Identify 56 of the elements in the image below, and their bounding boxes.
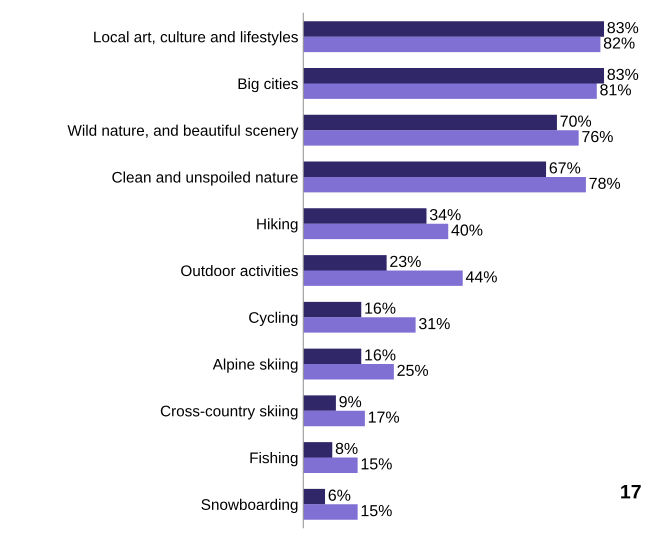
bar (303, 83, 597, 99)
data-label: 23% (390, 256, 421, 268)
data-label: 25% (397, 364, 428, 376)
y-tick-label: Hiking (257, 218, 298, 232)
data-label: 40% (451, 224, 482, 236)
bar (303, 317, 416, 333)
y-tick-label: Fishing (250, 452, 298, 466)
data-label: 78% (590, 178, 620, 189)
bar (303, 302, 362, 318)
data-label: 67% (550, 162, 580, 174)
y-tick-label: Big cities (238, 78, 298, 92)
text: 17 (621, 484, 641, 498)
y-tick-label: Snowboarding (201, 498, 298, 513)
data-label: 76% (582, 130, 613, 142)
y-tick-label: Wild nature, and beautiful scenery (68, 124, 298, 139)
data-label: 82% (604, 37, 635, 49)
data-label: 83% (608, 22, 638, 34)
bar (303, 348, 362, 364)
y-tick-label: Local art, culture and lifestyles (94, 31, 298, 46)
bar (303, 458, 358, 473)
data-label: 15% (362, 505, 392, 516)
data-label: 31% (419, 318, 450, 330)
bar (303, 488, 326, 504)
bar (303, 410, 365, 426)
data-label: 15% (362, 458, 392, 470)
bar (303, 36, 600, 52)
data-label: 8% (336, 442, 358, 454)
bar (303, 255, 387, 270)
bar (303, 442, 332, 458)
bar (303, 176, 586, 192)
y-tick-label: Alpine skiing (212, 358, 298, 373)
bar (303, 21, 604, 37)
bar (303, 395, 336, 411)
bar (303, 68, 604, 84)
bar (303, 208, 426, 224)
bar (303, 162, 546, 177)
data-label: 17% (368, 412, 400, 423)
bar (303, 114, 557, 130)
data-label: 9% (339, 396, 362, 408)
data-label: 83% (608, 68, 638, 80)
bar (303, 130, 579, 146)
data-label: 16% (365, 302, 396, 314)
bar (303, 364, 394, 380)
data-label: 34% (430, 209, 461, 220)
bar (303, 224, 448, 240)
data-label: 6% (328, 490, 350, 501)
bar (303, 504, 358, 520)
bar (303, 270, 463, 286)
data-label: 81% (600, 84, 631, 96)
y-tick-label: Cycling (249, 312, 298, 326)
data-label: 44% (466, 271, 497, 282)
y-tick-label: Clean and unspoiled nature (112, 171, 298, 186)
data-label: 16% (365, 349, 396, 361)
data-label: 70% (560, 115, 592, 127)
y-tick-label: Cross-country skiing (160, 405, 298, 420)
y-tick-label: Outdoor activities (181, 264, 298, 276)
